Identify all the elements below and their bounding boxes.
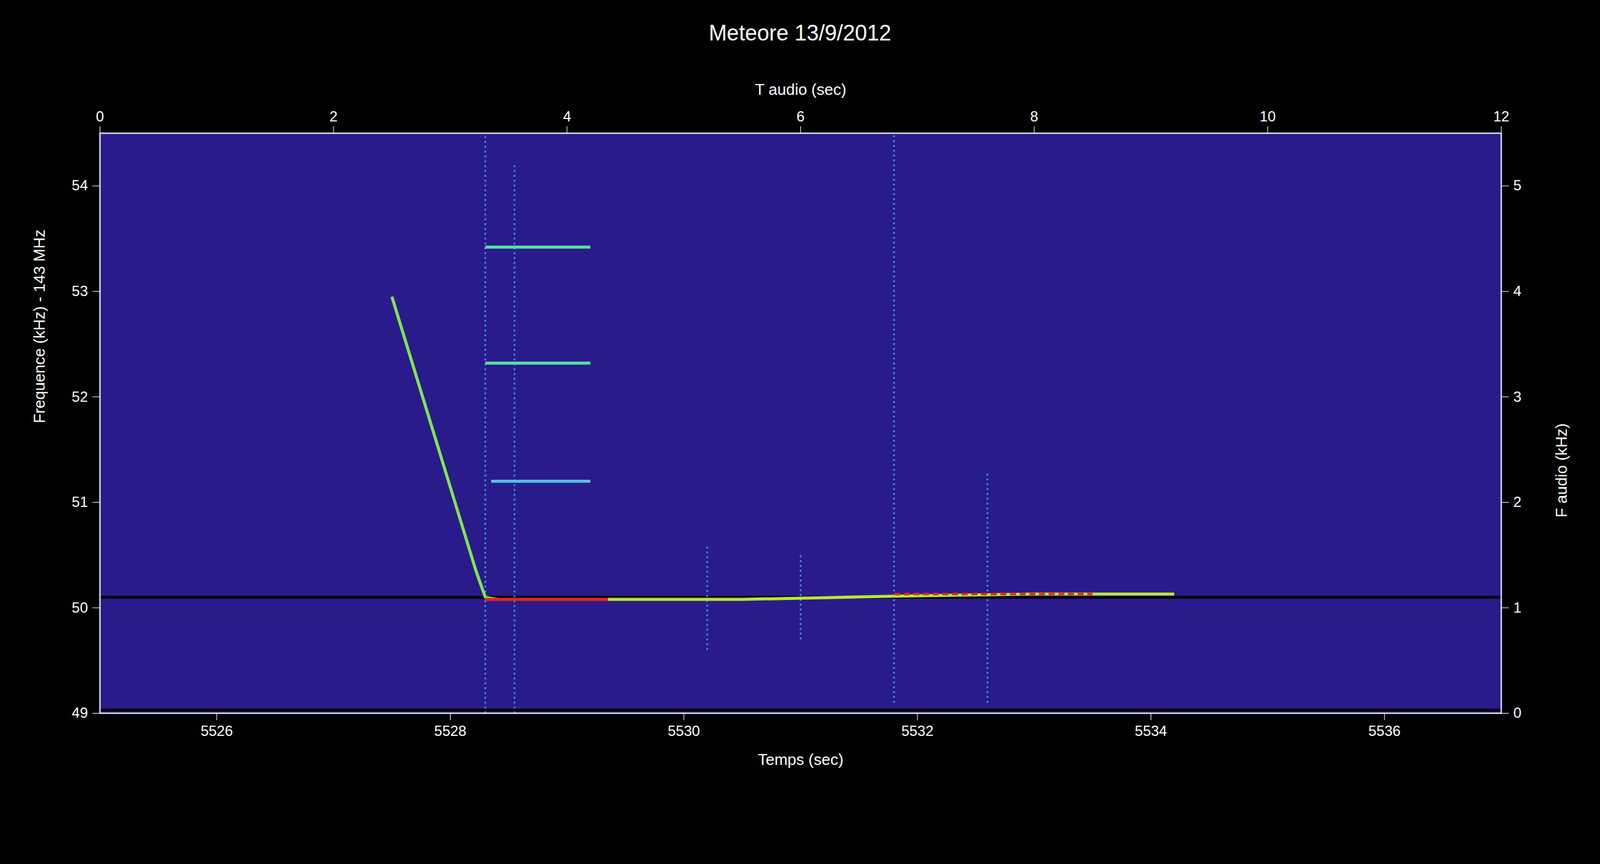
svg-text:5536: 5536 bbox=[1368, 722, 1401, 739]
svg-text:10: 10 bbox=[1259, 108, 1276, 125]
svg-text:12: 12 bbox=[1493, 108, 1510, 125]
svg-text:53: 53 bbox=[71, 282, 88, 299]
svg-text:51: 51 bbox=[71, 493, 88, 510]
svg-text:Temps (sec): Temps (sec) bbox=[757, 750, 844, 769]
svg-text:6: 6 bbox=[796, 108, 804, 125]
svg-text:5528: 5528 bbox=[433, 722, 466, 739]
svg-text:4: 4 bbox=[1513, 282, 1521, 299]
svg-text:3: 3 bbox=[1513, 388, 1521, 405]
svg-text:5532: 5532 bbox=[901, 722, 934, 739]
svg-text:Frequence (kHz) - 143 MHz: Frequence (kHz) - 143 MHz bbox=[29, 229, 48, 424]
svg-text:49: 49 bbox=[71, 704, 88, 721]
svg-text:8: 8 bbox=[1029, 108, 1038, 125]
svg-text:4: 4 bbox=[562, 108, 571, 125]
svg-text:5526: 5526 bbox=[200, 722, 233, 739]
svg-text:F audio (kHz): F audio (kHz) bbox=[1551, 423, 1570, 518]
svg-text:5: 5 bbox=[1513, 176, 1521, 194]
svg-text:52: 52 bbox=[71, 388, 88, 405]
svg-text:0: 0 bbox=[95, 108, 104, 125]
svg-text:2: 2 bbox=[1513, 493, 1521, 510]
svg-text:1: 1 bbox=[1513, 599, 1521, 616]
svg-text:5530: 5530 bbox=[667, 722, 700, 739]
svg-text:0: 0 bbox=[1513, 704, 1521, 721]
svg-text:T audio (sec): T audio (sec) bbox=[754, 80, 846, 99]
html-text:Meteore 13/9/2012: Meteore 13/9/2012 bbox=[708, 20, 892, 46]
svg-text:5534: 5534 bbox=[1134, 722, 1167, 739]
svg-text:54: 54 bbox=[71, 176, 88, 194]
svg-text:50: 50 bbox=[71, 599, 88, 616]
svg-text:2: 2 bbox=[329, 108, 338, 125]
